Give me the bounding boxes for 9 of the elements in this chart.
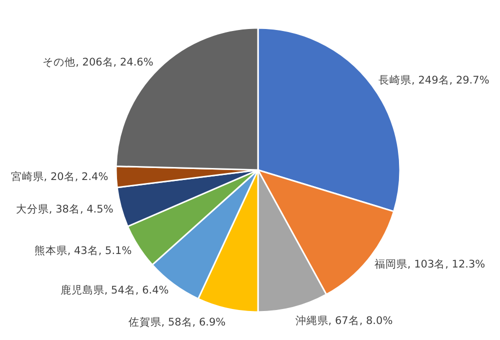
slice-label: 熊本県, 43名, 5.1% [34, 244, 132, 257]
slice-label: 沖縄県, 67名, 8.0% [295, 314, 393, 328]
slice-label: 大分県, 38名, 4.5% [16, 202, 114, 216]
slice-label: 福岡県, 103名, 12.3% [374, 257, 486, 270]
slice-label: 長崎県, 249名, 29.7% [378, 74, 490, 87]
slice-label: 宮崎県, 20名, 2.4% [10, 170, 108, 184]
slice-label: 鹿児島県, 54名, 6.4% [60, 283, 169, 296]
slice-label: 佐賀県, 58名, 6.9% [128, 316, 226, 328]
slice-label: その他, 206名, 24.6% [42, 56, 154, 68]
